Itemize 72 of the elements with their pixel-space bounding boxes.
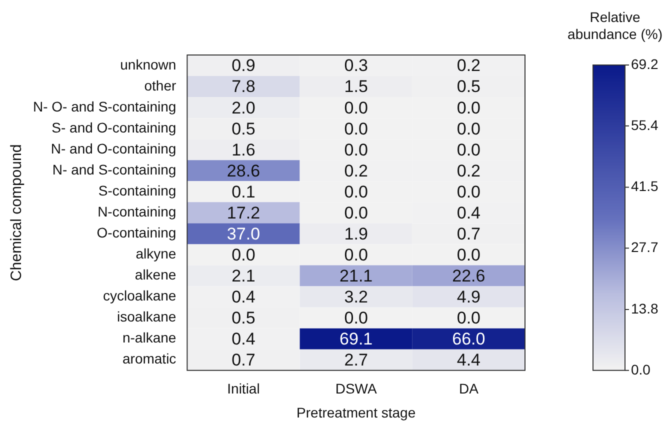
y-tick-label: aromatic — [122, 350, 176, 367]
data-label: 0.0 — [456, 140, 481, 160]
data-label: 1.5 — [344, 77, 368, 96]
data-label: 0.0 — [344, 98, 368, 118]
data-label: 28.6 — [226, 161, 260, 180]
data-label: 4.9 — [456, 287, 481, 306]
color-bar-label: 41.5 — [631, 178, 658, 194]
data-label: 7.8 — [232, 77, 256, 96]
x-axis-title: Pretreatment stage — [296, 404, 416, 420]
data-label: 0.0 — [344, 119, 368, 138]
y-tick-label: S- and O-containing — [52, 119, 176, 136]
data-label: 0.0 — [232, 245, 256, 264]
data-label: 0.3 — [344, 56, 368, 76]
data-label: 0.9 — [232, 56, 256, 76]
y-tick-label: N-containing — [98, 204, 176, 220]
data-label: 2.7 — [344, 350, 368, 370]
data-label: 66.0 — [452, 330, 486, 349]
color-bar-label: 13.8 — [631, 300, 658, 316]
data-label: 0.2 — [344, 161, 368, 180]
y-tick-label: O-containing — [96, 224, 176, 241]
y-tick-label: alkene — [134, 266, 176, 283]
y-tick-label: S-containing — [98, 182, 176, 199]
data-label: 0.1 — [232, 182, 256, 202]
data-label: 0.5 — [232, 308, 256, 328]
y-tick-label: cycloalkane — [103, 288, 176, 304]
y-tick-label: N- O- and S-containing — [32, 98, 176, 114]
data-label: 0.0 — [456, 119, 481, 138]
color-bar-label: 27.7 — [631, 239, 658, 256]
data-label: 0.0 — [456, 308, 481, 328]
data-label: 0.0 — [456, 182, 481, 202]
data-label: 0.4 — [232, 330, 256, 349]
data-label: 0.0 — [344, 203, 368, 222]
x-tick-label: Initial — [227, 380, 260, 397]
y-axis-title: Chemical compound — [8, 144, 26, 282]
data-label: 0.5 — [456, 77, 481, 96]
data-label: 0.0 — [456, 245, 481, 264]
data-label: 0.0 — [456, 98, 481, 118]
color-bar-title: Relative abundance (%) — [568, 9, 662, 42]
y-tick-label: alkyne — [136, 246, 176, 262]
data-label: 17.2 — [226, 203, 260, 222]
color-bar-label: 69.2 — [631, 56, 658, 72]
data-label: 2.0 — [232, 98, 256, 118]
data-label: 22.6 — [452, 266, 486, 286]
data-label: 0.2 — [456, 161, 481, 180]
data-label: 1.9 — [344, 224, 368, 244]
data-label: 4.4 — [456, 350, 481, 370]
data-label: 0.4 — [456, 203, 481, 222]
color-bar-label: 0.0 — [631, 361, 651, 378]
y-tick-label: other — [144, 77, 177, 94]
data-label: 0.0 — [344, 182, 368, 202]
y-tick-label: n-alkane — [122, 330, 176, 346]
data-label: 3.2 — [344, 287, 368, 306]
data-label: 1.6 — [232, 140, 256, 160]
data-label: 0.0 — [344, 245, 368, 264]
data-label: 0.0 — [344, 140, 368, 160]
data-label: 0.7 — [456, 224, 481, 244]
data-label: 0.0 — [344, 308, 368, 328]
data-label: 0.4 — [232, 287, 256, 306]
y-tick-label: isoalkane — [117, 308, 176, 325]
y-tick-label: N- and S-containing — [52, 162, 176, 178]
y-tick-label: N- and O-containing — [50, 140, 176, 156]
y-tick-label: unknown — [120, 56, 176, 72]
data-label: 21.1 — [340, 266, 373, 286]
data-label: 0.5 — [232, 119, 256, 138]
data-label: 0.2 — [456, 56, 481, 76]
data-label: 37.0 — [226, 224, 260, 244]
color-bar-label: 55.4 — [631, 116, 658, 133]
data-label: 2.1 — [232, 266, 256, 286]
x-tick-label: DA — [458, 380, 480, 397]
x-tick-label: DSWA — [335, 380, 378, 397]
data-label: 0.7 — [232, 350, 256, 370]
data-label: 69.1 — [340, 330, 373, 349]
